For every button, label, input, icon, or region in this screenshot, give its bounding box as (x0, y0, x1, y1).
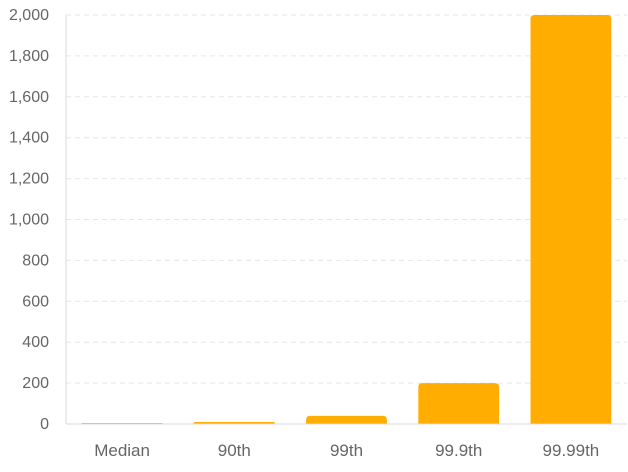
x-tick-label: 99.9th (435, 441, 482, 460)
bar-99-99th[interactable] (530, 15, 612, 424)
gridlines (66, 14, 627, 384)
x-tick-label: Median (94, 441, 150, 460)
x-tick-label: 99.99th (543, 441, 600, 460)
bar-99-9th[interactable] (418, 383, 500, 424)
bars (81, 15, 612, 424)
y-tick-label: 1,000 (9, 212, 49, 229)
y-tick-label: 1,400 (9, 130, 49, 147)
y-tick-label: 2,000 (9, 7, 49, 24)
y-tick-label: 1,600 (9, 89, 49, 106)
y-tick-label: 800 (22, 252, 49, 269)
y-tick-label: 400 (22, 334, 49, 351)
x-tick-label: 99th (330, 441, 363, 460)
y-axis-tick-labels: 0 200 400 600 800 1,000 1,200 1,400 1,600 1,800 2,… (9, 7, 49, 433)
y-tick-label: 600 (22, 293, 49, 310)
x-tick-label: 90th (218, 441, 251, 460)
y-tick-label: 0 (40, 416, 49, 433)
y-tick-label: 200 (22, 375, 49, 392)
x-axis-tick-labels: Median 90th 99th 99.9th 99.99th (94, 441, 599, 460)
y-tick-label: 1,800 (9, 48, 49, 65)
bar-90th[interactable] (193, 421, 275, 424)
y-tick-label: 1,200 (9, 171, 49, 188)
axes (65, 15, 627, 425)
bar-99th[interactable] (306, 415, 387, 424)
